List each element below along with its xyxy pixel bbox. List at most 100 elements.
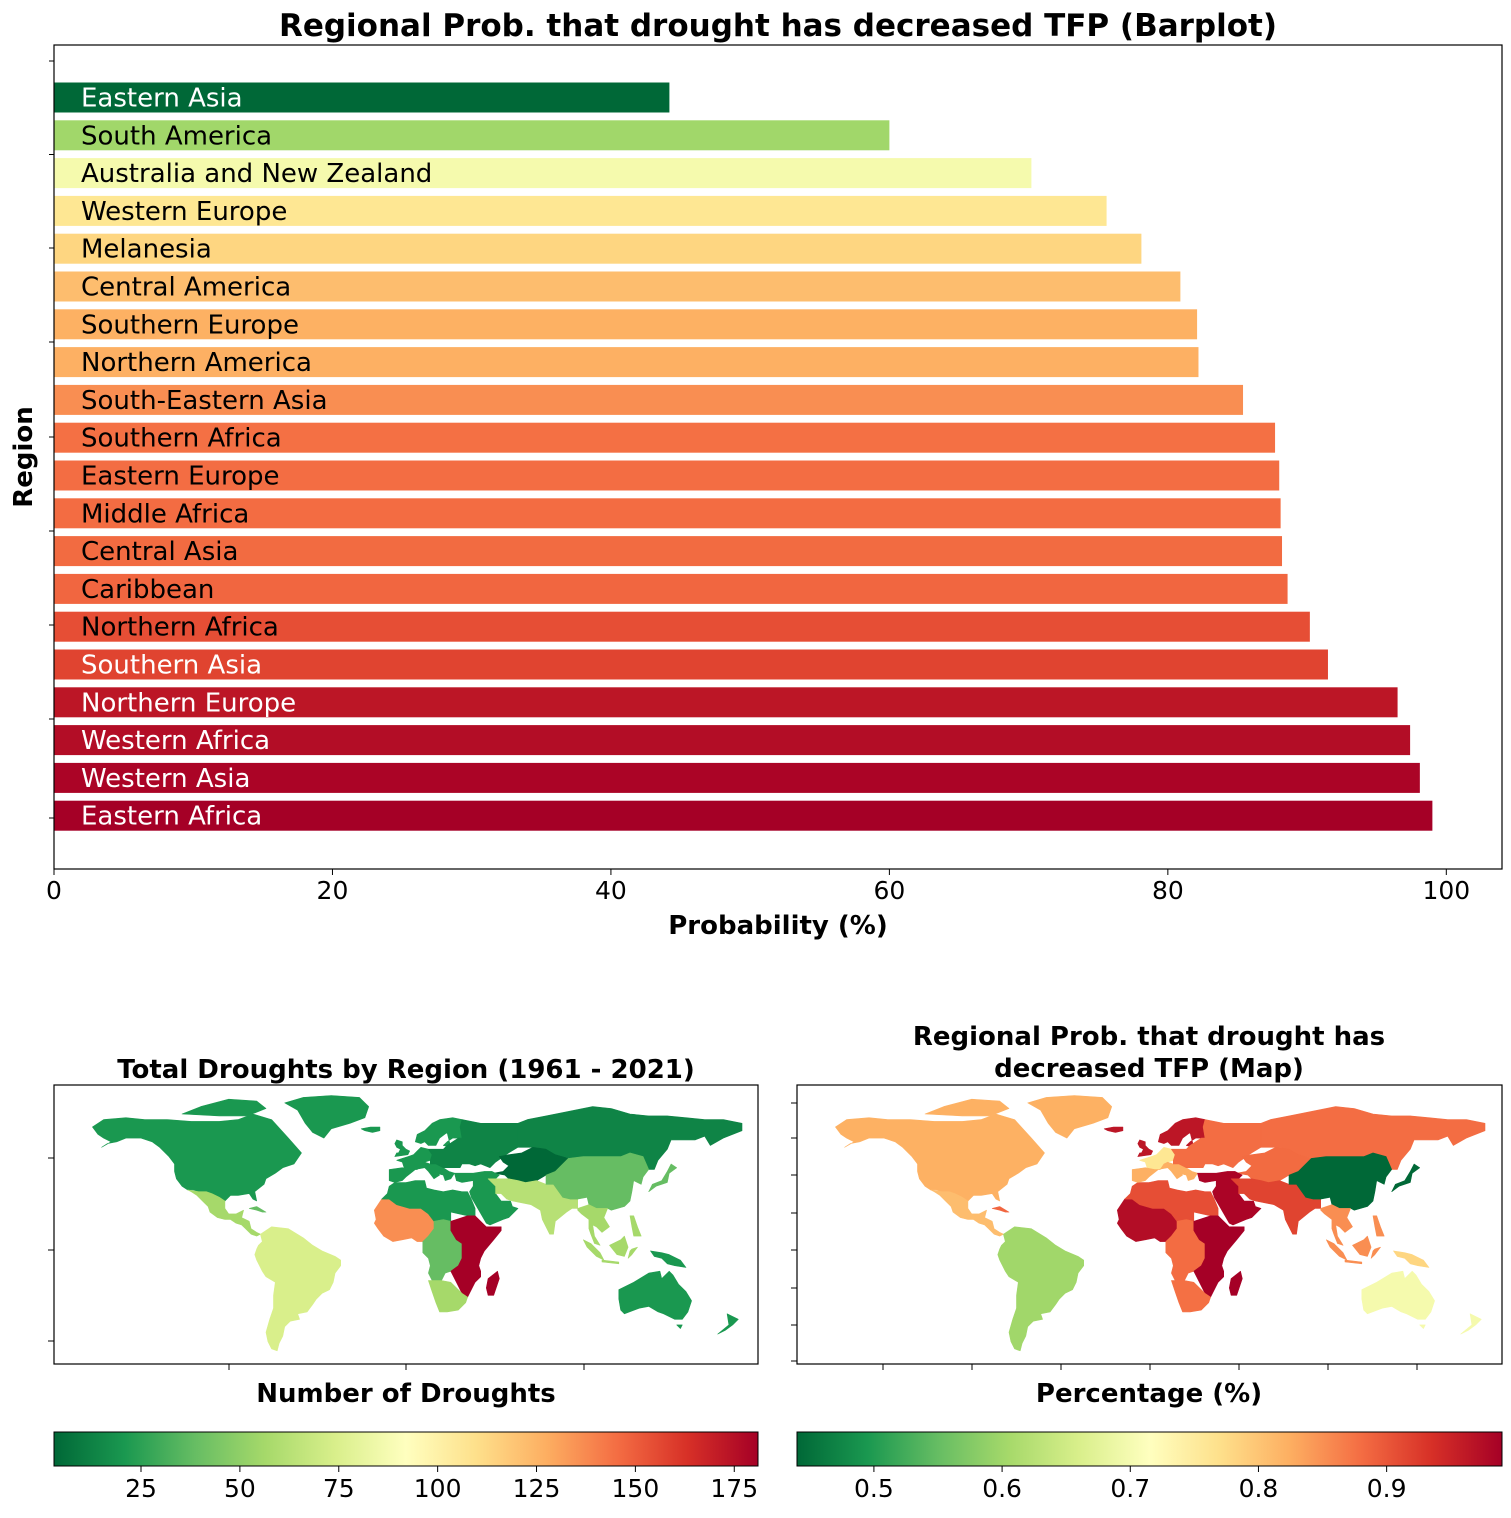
bar-label-western-europe: Western Europe bbox=[81, 197, 287, 227]
map-left bbox=[48, 1084, 759, 1370]
map-right-region-madagascar bbox=[1229, 1270, 1243, 1296]
colorbar-left-tick-label-150: 150 bbox=[612, 1474, 660, 1503]
colorbar-right-tick-label-0-9: 0.9 bbox=[1367, 1474, 1407, 1503]
map-right-region-caribbean bbox=[991, 1206, 1010, 1213]
colorbar-left-tick-label-75: 75 bbox=[323, 1474, 355, 1503]
bar-western-europe bbox=[54, 195, 1107, 226]
bar-label-northern-africa: Northern Africa bbox=[81, 613, 279, 643]
colorbar-right-ticks: 0.5 0.6 0.7 0.8 0.9 bbox=[854, 1466, 1407, 1503]
colorbar-right-label: Percentage (%) bbox=[1036, 1379, 1262, 1409]
y-axis-ticks bbox=[49, 60, 54, 819]
bar-western-asia bbox=[54, 762, 1420, 793]
map-right-region-papua bbox=[1393, 1250, 1430, 1268]
map-right-region-western-asia bbox=[1197, 1171, 1262, 1226]
map-right-ticks bbox=[791, 1102, 1418, 1370]
x-tick-label-40: 40 bbox=[595, 876, 627, 905]
bar-northern-africa bbox=[54, 611, 1310, 642]
x-tick-label-80: 80 bbox=[1152, 876, 1184, 905]
map-right-region-philippines bbox=[1372, 1215, 1385, 1237]
colorbar-right-tick-label-0-7: 0.7 bbox=[1110, 1474, 1150, 1503]
map-right-region-sumatra bbox=[1326, 1239, 1348, 1261]
x-tick-label-60: 60 bbox=[873, 876, 905, 905]
bar-label-northern-europe: Northern Europe bbox=[81, 688, 296, 718]
colorbar-right-tick-label-0-6: 0.6 bbox=[982, 1474, 1022, 1503]
colorbar-left-tick-label-175: 175 bbox=[710, 1474, 758, 1503]
x-tick-label-100: 100 bbox=[1422, 876, 1470, 905]
map-right-region-southern-asia bbox=[1230, 1178, 1321, 1235]
map-left-region-southern-asia bbox=[487, 1178, 579, 1235]
bar-south-eastern-asia bbox=[54, 384, 1244, 415]
map-right-region-new-zealand bbox=[1460, 1313, 1482, 1335]
bar-south-america bbox=[54, 120, 890, 151]
map-left-region-japan bbox=[648, 1163, 678, 1192]
map-left-region-eastern-africa bbox=[450, 1215, 502, 1298]
colorbar-left-tick-label-25: 25 bbox=[125, 1474, 157, 1503]
colorbar-left-gradient bbox=[53, 1431, 759, 1467]
map-left-region-tasmania bbox=[676, 1324, 683, 1329]
map-right-region-northern-africa bbox=[1124, 1180, 1219, 1222]
map-right-region-sulawesi bbox=[1370, 1246, 1381, 1259]
bar-plot-frame bbox=[53, 44, 1503, 870]
bar-label-caribbean: Caribbean bbox=[81, 575, 214, 605]
bar-chart: Eastern Asia South America Australia and N… bbox=[9, 44, 1503, 941]
bar-labels: Eastern Asia South America Australia and N… bbox=[81, 84, 432, 832]
map-left-region-iceland bbox=[360, 1126, 381, 1133]
bar-label-australia-and-new-zealand: Australia and New Zealand bbox=[81, 159, 432, 189]
map-left-region-greenland bbox=[284, 1095, 370, 1139]
map-right-region-java bbox=[1344, 1259, 1363, 1265]
map-right-region-eastern-africa bbox=[1193, 1215, 1245, 1298]
bar-label-central-america: Central America bbox=[81, 273, 291, 303]
map-right-region-uk bbox=[1137, 1139, 1153, 1157]
bar-middle-africa bbox=[54, 498, 1281, 529]
bar-caribbean bbox=[54, 573, 1288, 604]
map-right-region-greenland bbox=[1027, 1095, 1112, 1139]
colorbar-right-tick-label-0-5: 0.5 bbox=[854, 1474, 894, 1503]
bar-label-southern-africa: Southern Africa bbox=[81, 424, 282, 454]
colorbar-left-tick-label-125: 125 bbox=[513, 1474, 561, 1503]
bar-central-america bbox=[54, 271, 1181, 302]
map-left-regions bbox=[92, 1095, 743, 1352]
map-left-region-western-asia bbox=[454, 1171, 519, 1226]
bar-series bbox=[54, 82, 1433, 831]
x-tick-label-0: 0 bbox=[46, 876, 62, 905]
bar-eastern-asia bbox=[54, 82, 670, 113]
x-axis-ticks: 0 20 40 60 80 100 bbox=[46, 869, 1470, 905]
map-left-region-south-america bbox=[254, 1226, 342, 1352]
bar-southern-europe bbox=[54, 309, 1198, 340]
bar-label-western-africa: Western Africa bbox=[81, 726, 270, 756]
bar-northern-europe bbox=[54, 687, 1398, 718]
map-left-region-sumatra bbox=[582, 1239, 605, 1261]
bar-melanesia bbox=[54, 233, 1142, 264]
map-right-region-south-america bbox=[997, 1226, 1084, 1352]
colorbar-left-tick-label-50: 50 bbox=[224, 1474, 256, 1503]
map-right-title-line2: decreased TFP (Map) bbox=[994, 1054, 1304, 1084]
map-right-region-arctic-islands bbox=[924, 1098, 1010, 1117]
colorbar-left-tick-label-100: 100 bbox=[414, 1474, 462, 1503]
bar-label-southern-asia: Southern Asia bbox=[81, 651, 262, 681]
bar-western-africa bbox=[54, 725, 1411, 756]
bar-eastern-africa bbox=[54, 800, 1433, 831]
map-left-region-java bbox=[601, 1259, 620, 1265]
bar-northern-america bbox=[54, 347, 1199, 378]
bar-label-western-asia: Western Asia bbox=[81, 764, 250, 794]
bar-chart-title: Regional Prob. that drought has decrease… bbox=[279, 8, 1277, 44]
bar-label-eastern-africa: Eastern Africa bbox=[81, 802, 262, 832]
map-left-region-sulawesi bbox=[627, 1246, 638, 1259]
map-right-region-eastern-asia bbox=[1288, 1152, 1392, 1211]
colorbar-right: 0.5 0.6 0.7 0.8 0.9 bbox=[796, 1431, 1503, 1503]
map-left-title: Total Droughts by Region (1961 - 2021) bbox=[117, 1055, 695, 1085]
map-left-ticks bbox=[48, 1157, 585, 1370]
map-right-title-line1: Regional Prob. that drought has bbox=[913, 1022, 1385, 1052]
colorbar-left-ticks: 25 50 75 100 125 150 175 bbox=[125, 1466, 758, 1503]
map-left-region-north-america bbox=[92, 1113, 302, 1202]
x-tick-label-20: 20 bbox=[317, 876, 349, 905]
map-right-region-iceland bbox=[1103, 1126, 1124, 1133]
map-right-region-japan bbox=[1391, 1163, 1420, 1192]
bar-australia-and-new-zealand bbox=[54, 158, 1032, 189]
bar-central-asia bbox=[54, 536, 1283, 567]
map-left-region-new-zealand bbox=[717, 1313, 739, 1335]
bar-label-eastern-europe: Eastern Europe bbox=[81, 462, 280, 492]
map-left-region-southern-europe bbox=[388, 1161, 455, 1183]
